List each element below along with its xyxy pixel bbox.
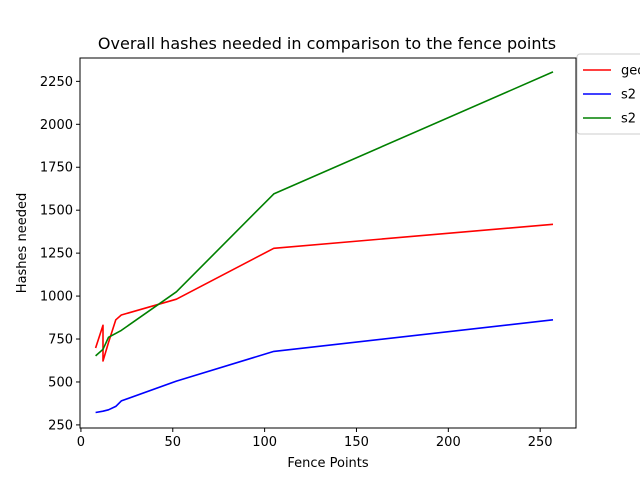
y-axis-label: Hashes needed <box>15 193 30 293</box>
y-tick-label: 1500 <box>40 204 73 219</box>
y-tick-label: 1000 <box>40 290 73 305</box>
x-axis-label: Fence Points <box>287 456 369 471</box>
x-tick-label: 150 <box>344 435 369 450</box>
y-tick-label: 2000 <box>40 118 73 133</box>
series-line-1 <box>94 223 554 362</box>
y-tick-label: 1250 <box>40 247 73 262</box>
legend: geo s2 s2 <box>576 53 640 135</box>
series-layer <box>94 71 554 414</box>
x-axis: 0 50 100 150 200 250 <box>77 428 553 450</box>
y-tick-label: 2250 <box>40 75 73 90</box>
y-tick-label: 500 <box>48 375 73 390</box>
x-tick-label: 0 <box>77 435 85 450</box>
legend-label: geo <box>621 64 640 79</box>
y-tick-label: 250 <box>48 418 73 433</box>
y-tick-label: 1750 <box>40 161 73 176</box>
legend-label: s2 <box>621 112 636 127</box>
series-line-2 <box>95 319 554 414</box>
y-axis: 250 500 750 1000 1250 1500 1750 2000 2250 <box>40 75 80 433</box>
x-tick-label: 50 <box>164 435 181 450</box>
chart-title: Overall hashes needed in comparison to t… <box>98 34 556 53</box>
plot-frame <box>79 57 577 429</box>
x-tick-label: 100 <box>252 435 277 450</box>
series-line-3 <box>95 71 554 357</box>
y-tick-label: 750 <box>48 333 73 348</box>
x-tick-label: 200 <box>436 435 461 450</box>
x-tick-label: 250 <box>528 435 553 450</box>
legend-label: s2 <box>621 88 636 103</box>
